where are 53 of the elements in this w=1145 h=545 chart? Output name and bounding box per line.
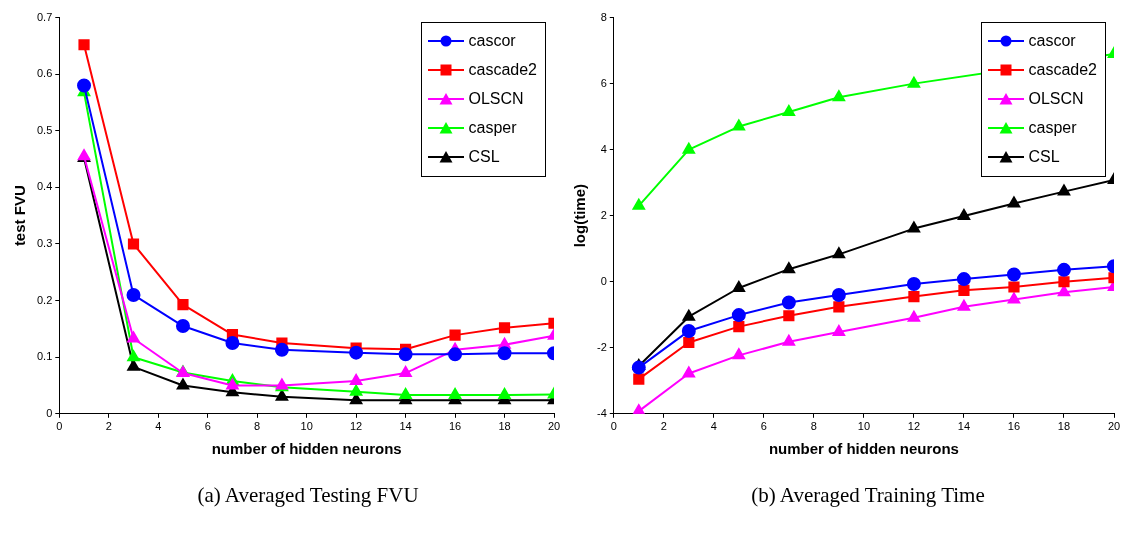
legend-label: OLSCN [468, 90, 524, 109]
y-axis-title: log(time) [571, 184, 589, 248]
y-tick-label: 0.5 [36, 123, 53, 136]
legend-label: CSL [468, 148, 500, 167]
x-tick-label: 20 [1107, 420, 1121, 433]
x-tick-label: 12 [907, 420, 921, 433]
x-tick-label: 14 [399, 420, 412, 433]
legend-label: cascor [468, 32, 516, 51]
x-tick-label: 10 [857, 420, 871, 433]
y-tick-label: 0.2 [36, 293, 53, 306]
legend-label: cascor [1028, 32, 1076, 51]
x-tick-label: 18 [498, 420, 511, 433]
legend-label: casper [468, 119, 517, 138]
y-tick-label: 0.3 [36, 237, 53, 250]
x-tick-label: 4 [710, 420, 717, 433]
x-tick-label: 2 [660, 420, 667, 433]
x-axis-title: number of hidden neurons [768, 440, 959, 458]
legend-label: CSL [1028, 148, 1060, 167]
x-tick-label: 18 [1057, 420, 1071, 433]
x-tick-label: 10 [300, 420, 313, 433]
y-axis-title: test FVU [11, 185, 29, 247]
x-tick-label: 4 [155, 420, 162, 433]
x-tick-label: 2 [105, 420, 112, 433]
y-tick-label: 0 [600, 274, 607, 287]
text: (a) Averaged Testing FVU [196, 483, 420, 508]
y-tick-label: 0 [46, 406, 53, 419]
x-tick-label: 6 [204, 420, 211, 433]
x-tick-label: 12 [349, 420, 363, 433]
x-tick-label: 8 [810, 420, 817, 433]
y-tick-label: 0.4 [36, 180, 53, 193]
y-tick-label: 6 [600, 76, 607, 89]
y-tick-label: 0.1 [36, 350, 53, 363]
y-tick-label: 2 [600, 208, 607, 221]
x-axis-title: number of hidden neurons [211, 440, 402, 458]
x-tick-label: 0 [56, 420, 63, 433]
text: (b) Averaged Training Time [750, 483, 986, 508]
legend-label: cascade2 [468, 61, 537, 80]
x-tick-label: 14 [957, 420, 971, 433]
y-tick-label: -2 [597, 340, 607, 353]
y-tick-label: 4 [600, 142, 607, 155]
x-tick-label: 20 [547, 420, 561, 433]
y-tick-label: 0.6 [36, 67, 53, 80]
x-tick-label: 0 [610, 420, 617, 433]
x-tick-label: 16 [448, 420, 462, 433]
x-tick-label: 6 [760, 420, 767, 433]
legend-label: OLSCN [1028, 90, 1084, 109]
y-tick-label: 8 [600, 10, 607, 23]
x-tick-label: 8 [254, 420, 261, 433]
legend-label: casper [1028, 119, 1077, 138]
legend-label: cascade2 [1028, 61, 1097, 80]
y-tick-label: -4 [597, 406, 607, 419]
y-tick-label: 0.7 [36, 10, 53, 23]
x-tick-label: 16 [1007, 420, 1021, 433]
